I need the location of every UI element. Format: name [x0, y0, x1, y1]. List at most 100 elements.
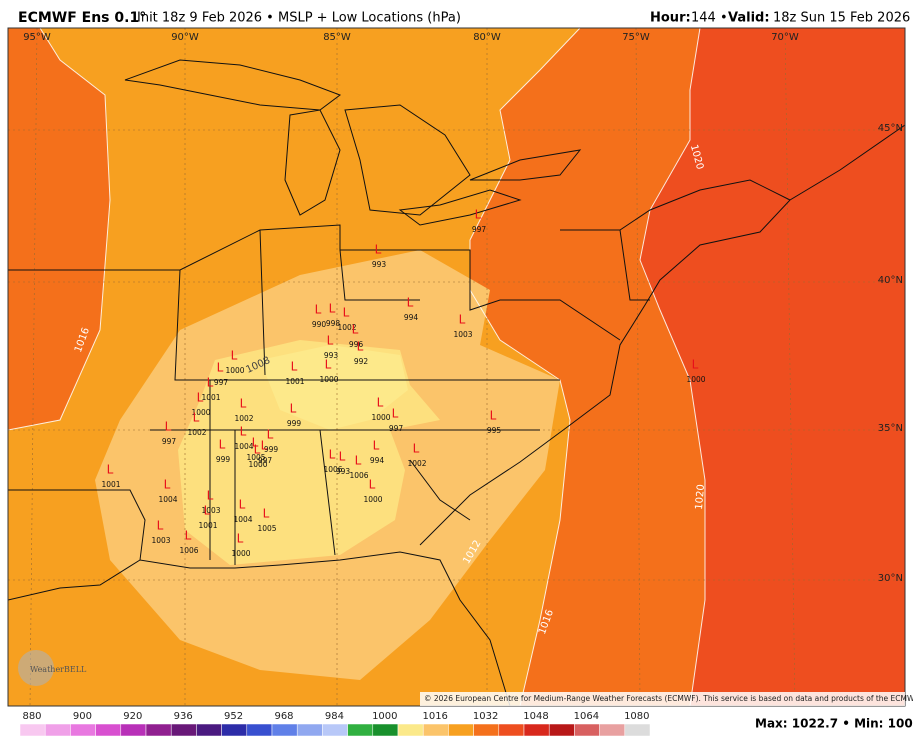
- hour-label: Hour:: [650, 11, 691, 26]
- low-pressure: 1001: [198, 521, 217, 530]
- low-marker: L: [375, 243, 382, 257]
- low-pressure: 1003: [453, 330, 472, 339]
- colorbar-swatch: [196, 723, 222, 737]
- low-pressure: 997: [214, 378, 229, 387]
- low-pressure: 1003: [151, 536, 170, 545]
- valid-time: 18z Sun 15 Feb 2026: [773, 11, 910, 26]
- low-pressure: 1004: [158, 495, 177, 504]
- colorbar-swatch: [574, 723, 600, 737]
- low-marker: L: [315, 303, 322, 317]
- longitude-label: 85°W: [323, 32, 351, 43]
- colorbar-swatch: [422, 723, 449, 737]
- low-marker: L: [204, 504, 211, 518]
- low-pressure: 1006: [179, 546, 198, 555]
- longitude-label: 80°W: [473, 32, 501, 43]
- low-pressure: 993: [324, 351, 339, 360]
- low-marker: L: [254, 443, 261, 457]
- colorbar-swatch: [322, 723, 348, 737]
- low-marker: L: [261, 439, 268, 453]
- colorbar-swatch: [397, 723, 424, 737]
- copyright: © 2026 European Centre for Medium-Range …: [424, 694, 913, 703]
- longitude-label: 70°W: [771, 32, 799, 43]
- low-pressure: 993: [372, 260, 387, 269]
- low-pressure: 997: [389, 424, 404, 433]
- low-pressure: 997: [258, 456, 273, 465]
- valid-label: Valid:: [728, 11, 770, 26]
- low-pressure: 996: [349, 340, 364, 349]
- low-pressure: 1000: [371, 413, 390, 422]
- colorbar-label: 880: [22, 711, 41, 722]
- low-marker: L: [217, 361, 224, 375]
- low-pressure: 999: [216, 455, 231, 464]
- low-marker: L: [193, 411, 200, 425]
- low-pressure: 1000: [686, 375, 705, 384]
- low-pressure: 1002: [234, 414, 253, 423]
- low-marker: L: [692, 358, 699, 372]
- low-marker: L: [355, 454, 362, 468]
- low-pressure: 1001: [101, 480, 120, 489]
- low-marker: L: [407, 296, 414, 310]
- low-marker: L: [329, 448, 336, 462]
- low-pressure: 1004: [233, 515, 252, 524]
- colorbar-swatch: [44, 723, 71, 737]
- low-marker: L: [373, 439, 380, 453]
- low-pressure: 994: [370, 456, 385, 465]
- low-pressure: 1002: [337, 323, 356, 332]
- low-marker: L: [392, 407, 399, 421]
- low-marker: L: [240, 397, 247, 411]
- low-pressure: 1000: [363, 495, 382, 504]
- low-pressure: 990: [312, 320, 327, 329]
- colorbar-swatch: [120, 723, 147, 737]
- colorbar-swatch: [145, 723, 172, 737]
- field-1016-1020: [8, 28, 110, 430]
- isobar-label: 1020: [694, 484, 707, 510]
- low-marker: L: [475, 208, 482, 222]
- low-marker: L: [263, 507, 270, 521]
- low-pressure: 1002: [187, 428, 206, 437]
- colorbar-label: 1000: [372, 711, 397, 722]
- colorbar-swatch: [523, 723, 550, 737]
- colorbar-swatch: [246, 723, 273, 737]
- low-marker: L: [237, 532, 244, 546]
- colorbar-label: 900: [73, 711, 92, 722]
- colorbar-swatch: [347, 723, 374, 737]
- longitude-label: 90°W: [171, 32, 199, 43]
- colorbar-label: 952: [224, 711, 243, 722]
- low-marker: L: [107, 463, 114, 477]
- colorbar-swatch: [19, 723, 46, 737]
- longitude-label: 95°W: [23, 32, 51, 43]
- low-marker: L: [197, 391, 204, 405]
- latitude-label: 45°N: [878, 123, 903, 134]
- colorbar-label: 1032: [473, 711, 498, 722]
- low-pressure: 997: [472, 225, 487, 234]
- low-pressure: 993: [336, 467, 351, 476]
- colorbar-label: 1016: [422, 711, 447, 722]
- low-pressure: 992: [354, 357, 369, 366]
- low-marker: L: [339, 450, 346, 464]
- low-marker: L: [185, 529, 192, 543]
- subtitle: Init 18z 9 Feb 2026 • MSLP + Low Locatio…: [137, 11, 461, 26]
- colorbar-swatch: [498, 723, 525, 737]
- low-pressure: 1005: [257, 524, 276, 533]
- low-pressure: 997: [162, 437, 177, 446]
- low-marker: L: [459, 313, 466, 327]
- colorbar-swatch: [271, 723, 298, 737]
- map-area: [8, 28, 905, 706]
- colorbar-label: 984: [325, 711, 344, 722]
- stats: Max: 1022.7 • Min: 1005.5: [755, 717, 913, 731]
- low-marker: L: [325, 358, 332, 372]
- low-marker: L: [207, 489, 214, 503]
- low-marker: L: [290, 402, 297, 416]
- colorbar-swatch: [372, 723, 399, 737]
- colorbar-label: 968: [274, 711, 293, 722]
- copyright-box: [420, 692, 905, 706]
- colorbar-swatch: [599, 723, 626, 737]
- low-marker: L: [165, 420, 172, 434]
- colorbar-swatch: [95, 723, 122, 737]
- low-marker: L: [343, 306, 350, 320]
- colorbar-swatch: [548, 723, 575, 737]
- colorbar-label: 920: [123, 711, 142, 722]
- low-pressure: 1001: [285, 377, 304, 386]
- low-marker: L: [231, 349, 238, 363]
- low-pressure: 1005: [246, 453, 265, 462]
